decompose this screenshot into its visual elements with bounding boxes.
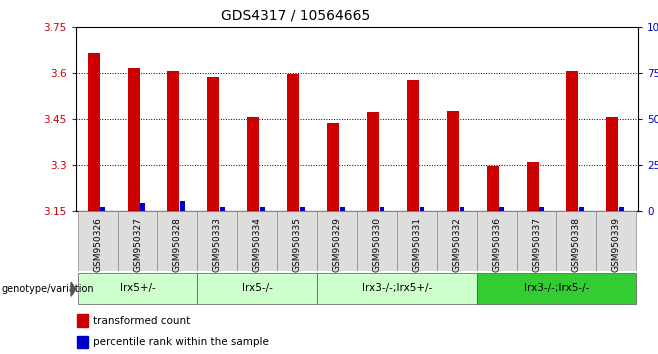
Bar — [300, 207, 305, 211]
Bar — [197, 211, 238, 271]
Bar — [167, 71, 180, 211]
Text: genotype/variation: genotype/variation — [1, 284, 94, 294]
Bar — [88, 53, 99, 211]
Text: lrx3-/-;lrx5-/-: lrx3-/-;lrx5-/- — [524, 283, 589, 293]
Bar — [557, 211, 596, 271]
Text: GSM950334: GSM950334 — [253, 217, 262, 272]
Text: percentile rank within the sample: percentile rank within the sample — [93, 337, 268, 347]
Bar — [357, 211, 397, 271]
Text: lrx5+/-: lrx5+/- — [120, 283, 155, 293]
Text: GSM950336: GSM950336 — [492, 217, 501, 272]
Bar — [327, 123, 339, 211]
Text: lrx5-/-: lrx5-/- — [241, 283, 272, 293]
Bar — [340, 207, 345, 211]
Polygon shape — [71, 282, 76, 296]
Bar — [207, 77, 219, 211]
Bar — [260, 207, 265, 211]
Bar — [437, 211, 476, 271]
Bar — [579, 207, 584, 211]
Text: GSM950337: GSM950337 — [532, 217, 541, 272]
Bar — [380, 207, 384, 211]
Bar — [476, 211, 517, 271]
Bar — [619, 207, 624, 211]
Text: GSM950326: GSM950326 — [93, 217, 102, 272]
Text: GSM950333: GSM950333 — [213, 217, 222, 272]
Bar — [596, 211, 636, 271]
Bar — [526, 161, 538, 211]
Bar — [407, 80, 418, 211]
Text: GSM950338: GSM950338 — [572, 217, 581, 272]
Bar — [606, 117, 619, 211]
Text: GDS4317 / 10564665: GDS4317 / 10564665 — [222, 9, 370, 23]
Bar — [140, 203, 145, 211]
Bar — [128, 68, 139, 211]
Bar — [367, 113, 379, 211]
Bar — [220, 207, 225, 211]
Text: GSM950327: GSM950327 — [133, 217, 142, 272]
Bar — [101, 207, 105, 211]
Bar — [317, 273, 476, 304]
Bar — [517, 211, 557, 271]
Bar — [78, 211, 118, 271]
Bar — [447, 111, 459, 211]
Bar — [317, 211, 357, 271]
Bar — [540, 207, 544, 211]
Text: GSM950332: GSM950332 — [452, 217, 461, 272]
Bar — [118, 211, 157, 271]
Bar — [77, 336, 88, 348]
Text: GSM950328: GSM950328 — [173, 217, 182, 272]
Bar — [277, 211, 317, 271]
Bar — [420, 207, 424, 211]
Bar — [180, 201, 185, 211]
Text: GSM950330: GSM950330 — [372, 217, 382, 272]
Bar — [397, 211, 437, 271]
Text: GSM950331: GSM950331 — [413, 217, 421, 272]
Bar — [78, 273, 197, 304]
Bar — [487, 166, 499, 211]
Text: GSM950335: GSM950335 — [293, 217, 301, 272]
Bar — [77, 314, 88, 327]
Bar — [247, 117, 259, 211]
Bar — [238, 211, 277, 271]
Bar — [567, 71, 578, 211]
Bar — [459, 207, 465, 211]
Text: lrx3-/-;lrx5+/-: lrx3-/-;lrx5+/- — [362, 283, 432, 293]
Text: transformed count: transformed count — [93, 316, 190, 326]
Bar — [476, 273, 636, 304]
Text: GSM950339: GSM950339 — [612, 217, 620, 272]
Text: GSM950329: GSM950329 — [332, 217, 342, 272]
Bar — [197, 273, 317, 304]
Bar — [499, 207, 504, 211]
Bar — [287, 74, 299, 211]
Bar — [157, 211, 197, 271]
